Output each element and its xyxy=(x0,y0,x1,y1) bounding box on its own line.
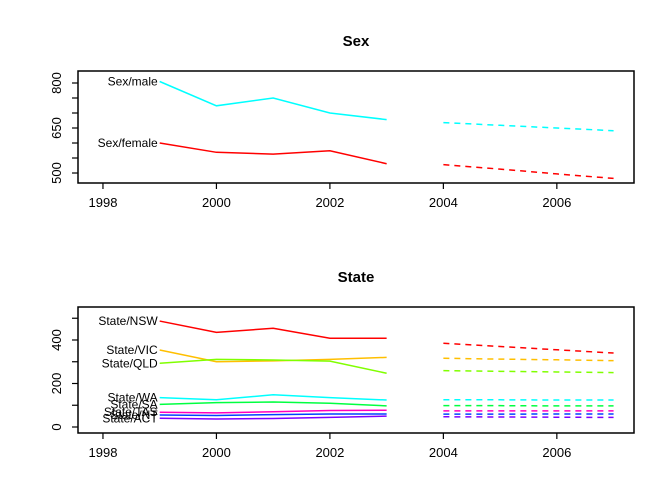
series-line-male xyxy=(159,80,387,121)
forecast-line-male xyxy=(443,121,614,132)
state-chart-title: State xyxy=(338,269,375,286)
forecast-line-nsw xyxy=(443,342,614,354)
series-line-act xyxy=(159,415,387,420)
series-label-sa: State/SA xyxy=(110,397,157,411)
series-label-male: Sex/male xyxy=(108,75,158,89)
series-line-vic xyxy=(159,349,387,363)
x-tick-label: 2000 xyxy=(202,445,231,460)
series-line-female xyxy=(159,142,387,165)
y-tick-label: 650 xyxy=(49,117,64,139)
series-label-wa: State/WA xyxy=(107,391,157,405)
x-tick-label: 2004 xyxy=(429,195,458,210)
series-label-qld: State/QLD xyxy=(102,356,158,370)
x-tick-label: 1998 xyxy=(89,195,118,210)
state-panel: State 1998 2000 2002 2004 2006 0 200 400 State/NS… xyxy=(49,269,635,460)
x-tick-label: 2006 xyxy=(542,445,571,460)
x-tick-label: 2002 xyxy=(315,195,344,210)
series-line-qld xyxy=(159,358,387,375)
y-tick-label: 500 xyxy=(49,162,64,184)
series-label-vic: State/VIC xyxy=(106,343,158,357)
sex-panel: Sex 1998 2000 2002 2004 2006 500 650 800 Sex/male… xyxy=(49,33,635,210)
state-plot-box xyxy=(77,306,635,434)
series-label-nsw: State/NSW xyxy=(98,314,158,328)
series-label-act: State/ACT xyxy=(102,411,158,425)
x-tick-label: 1998 xyxy=(89,445,118,460)
series-line-sa xyxy=(159,401,387,407)
series-line-wa xyxy=(159,394,387,401)
sex-chart-title: Sex xyxy=(343,33,370,50)
series-label-tas: State/TAS xyxy=(104,405,158,419)
x-tick-label: 2006 xyxy=(542,195,571,210)
sex-plot-box xyxy=(77,70,635,184)
forecast-line-vic xyxy=(443,357,614,362)
y-tick-label: 400 xyxy=(49,329,64,351)
x-tick-label: 2002 xyxy=(315,445,344,460)
forecast-line-qld xyxy=(443,369,614,374)
series-label-nt: State/NT xyxy=(110,408,158,422)
forecast-line-female xyxy=(443,163,614,180)
series-line-nsw xyxy=(159,320,387,340)
y-tick-label: 200 xyxy=(49,373,64,395)
series-line-nt xyxy=(159,413,387,417)
forecast-line-act xyxy=(443,416,614,419)
x-tick-label: 2004 xyxy=(429,445,458,460)
y-tick-label: 800 xyxy=(49,72,64,94)
x-tick-label: 2000 xyxy=(202,195,231,210)
y-tick-label: 0 xyxy=(49,423,64,430)
series-line-tas xyxy=(159,409,387,414)
series-label-female: Sex/female xyxy=(98,136,158,150)
